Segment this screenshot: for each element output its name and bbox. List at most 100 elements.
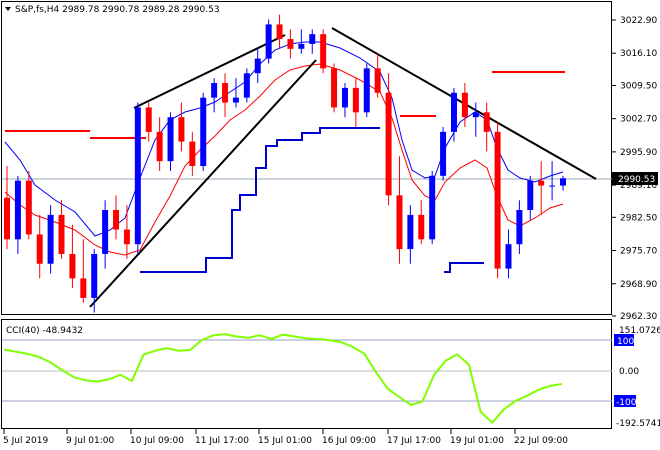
candle — [211, 78, 218, 113]
candle-body — [483, 112, 490, 132]
time-label: 10 Jul 09:00 — [130, 436, 184, 446]
candle-body — [309, 34, 316, 44]
cci-level-box — [614, 334, 634, 346]
candle-body — [134, 107, 141, 245]
candle-body — [102, 210, 109, 254]
candle — [440, 126, 447, 181]
candle — [418, 200, 425, 245]
candle — [363, 63, 370, 118]
price-label: 2989.10 — [620, 181, 657, 191]
main-chart-frame — [1, 1, 612, 315]
time-label: 19 Jul 01:00 — [450, 436, 504, 446]
time-label: 11 Jul 17:00 — [195, 436, 249, 446]
price-label: 2982.50 — [620, 213, 657, 223]
candle-body — [429, 175, 436, 240]
time-label: 15 Jul 01:00 — [258, 436, 312, 446]
candle-body — [189, 141, 196, 167]
candle-body — [440, 131, 447, 176]
candle-body — [25, 180, 32, 235]
candle-body — [211, 83, 218, 98]
candle — [4, 166, 10, 250]
candle — [69, 224, 76, 289]
candle-body — [14, 180, 21, 240]
candle-body — [254, 58, 261, 74]
trendline — [133, 34, 286, 109]
candle-body — [527, 180, 534, 211]
candle-body — [320, 34, 327, 69]
candle-body — [341, 87, 348, 108]
candle — [25, 170, 32, 240]
candle-body — [58, 214, 65, 254]
trendline — [89, 59, 317, 308]
dropdown-triangle-icon[interactable] — [5, 7, 11, 11]
candle — [320, 29, 327, 74]
candle-body — [91, 253, 98, 298]
candle — [309, 29, 316, 54]
candle — [472, 102, 479, 137]
candle-body — [145, 107, 152, 132]
candle — [494, 122, 501, 279]
candle-body — [450, 92, 457, 132]
candle — [298, 29, 305, 54]
candle — [461, 83, 468, 127]
price-axis: 3022.90 3016.10 3009.50 3002.70 2995.90 2989.… — [612, 16, 657, 322]
candle-body — [549, 185, 556, 187]
candle — [232, 78, 239, 108]
symbol-info: S&P,fs,H4 2989.78 2990.78 2989.28 2990.5… — [15, 5, 220, 15]
candle — [102, 200, 109, 269]
candle-body — [232, 97, 239, 103]
candle — [450, 87, 457, 142]
candle — [429, 170, 436, 245]
candle — [483, 102, 490, 152]
candle-body — [494, 131, 501, 269]
price-label: 3009.50 — [620, 81, 657, 91]
candle — [276, 14, 283, 49]
cci-scale-min: -192.5741 — [616, 419, 660, 429]
candle — [189, 131, 196, 176]
time-axis: 5 Jul 2019 9 Jul 01:00 10 Jul 09:00 11 Jul … — [3, 429, 568, 446]
time-label: 16 Jul 09:00 — [322, 436, 376, 446]
candle — [123, 205, 130, 259]
price-label: 3022.90 — [620, 16, 657, 26]
price-label: 2962.30 — [620, 312, 657, 322]
candle — [385, 73, 392, 206]
candle — [254, 48, 261, 84]
candle — [178, 102, 185, 152]
time-label: 9 Jul 01:00 — [66, 436, 115, 446]
candle-body — [4, 197, 10, 240]
candle-body — [407, 214, 414, 250]
candle-body — [113, 210, 120, 230]
candle — [243, 68, 250, 103]
candle-body — [363, 68, 370, 113]
candle — [47, 205, 54, 274]
time-label: 17 Jul 17:00 — [387, 436, 441, 446]
candle — [113, 195, 120, 240]
candle — [167, 112, 174, 171]
price-label: 2968.90 — [620, 280, 657, 290]
candle — [134, 102, 141, 254]
cci-scale-minus100: -100 — [616, 398, 637, 408]
price-label: 3016.10 — [620, 49, 657, 59]
candle — [287, 29, 294, 59]
candle-body — [538, 180, 545, 186]
candle — [396, 156, 403, 264]
candle-body — [80, 278, 87, 298]
candle — [374, 53, 381, 98]
cci-label: CCI(40) -48.9432 — [6, 326, 83, 336]
trendlines — [89, 27, 597, 308]
candle-body — [243, 73, 250, 98]
candle-body — [276, 24, 283, 40]
candle-body — [331, 68, 338, 108]
svg-text:2990.53: 2990.53 — [618, 175, 655, 185]
candle — [549, 161, 556, 201]
cci-scale: 151.0726 100 0.00 -100 -192.5741 — [614, 326, 660, 429]
candle — [516, 200, 523, 254]
candle — [36, 214, 43, 279]
candle — [222, 73, 229, 118]
candle — [145, 102, 152, 142]
cci-scale-100: 100 — [617, 337, 634, 347]
level-lines — [5, 71, 565, 273]
candle-body — [418, 214, 425, 240]
candle — [265, 19, 272, 64]
